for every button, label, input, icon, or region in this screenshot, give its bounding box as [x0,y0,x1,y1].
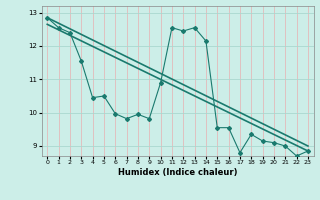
X-axis label: Humidex (Indice chaleur): Humidex (Indice chaleur) [118,168,237,177]
